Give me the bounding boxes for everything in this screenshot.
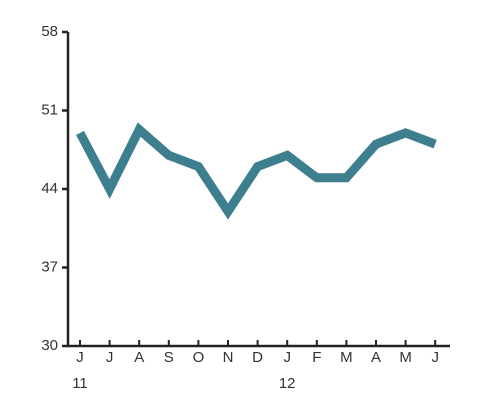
x-tick-label: A [371, 349, 381, 366]
x-tick-label: F [312, 349, 321, 366]
y-tick-label: 58 [41, 23, 58, 40]
x-tick-label: J [283, 349, 291, 366]
y-tick-label: 30 [41, 337, 58, 354]
x-tick-label: O [193, 349, 205, 366]
x-tick-label: J [76, 349, 84, 366]
x-tick-label: J [431, 349, 439, 366]
y-tick-label: 37 [41, 258, 58, 275]
year-label: 11 [72, 375, 88, 392]
x-tick-label: J [106, 349, 114, 366]
x-tick-label: S [164, 349, 174, 366]
x-tick-label: M [340, 349, 353, 366]
line [76, 122, 437, 220]
x-tick-label: D [252, 349, 263, 366]
year-label: 12 [279, 375, 296, 392]
x-tick-label: A [134, 349, 144, 366]
x-tick-label: M [399, 349, 412, 366]
x-tick-label: N [223, 349, 234, 366]
y-tick-label: 51 [41, 101, 58, 118]
y-tick-label: 44 [41, 180, 58, 197]
